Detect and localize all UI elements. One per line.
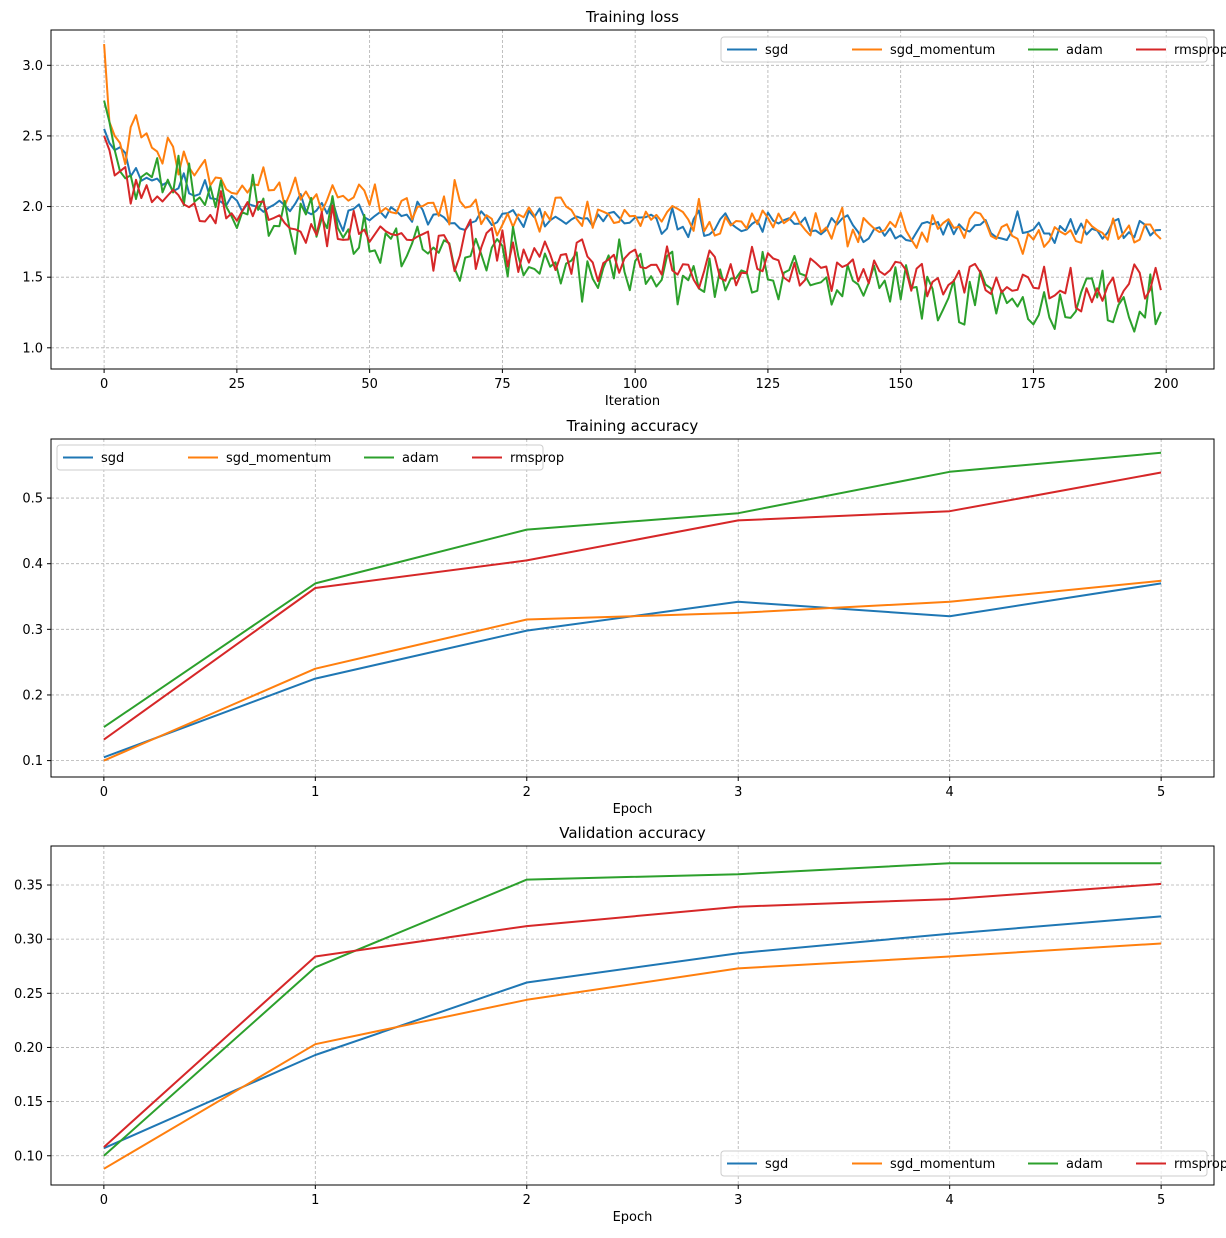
y-tick-label: 2.0 (22, 200, 43, 215)
x-tick-label: 0 (100, 377, 108, 392)
legend-label-sgd_momentum: sgd_momentum (890, 43, 995, 58)
x-tick-label: 50 (361, 377, 378, 392)
y-tick-label: 0.15 (14, 1095, 43, 1110)
x-tick-label: 100 (623, 377, 648, 392)
legend-box (720, 36, 1208, 63)
legend-label-sgd_momentum: sgd_momentum (890, 1157, 995, 1172)
series-group (103, 451, 1162, 762)
x-tick-label: 1 (311, 785, 319, 800)
axes-frame (50, 29, 1215, 370)
y-tick-label: 1.5 (22, 271, 43, 286)
legend-label-rmsprop: rmsprop (1174, 1157, 1226, 1172)
y-tick-label: 0.1 (22, 754, 43, 769)
series-line-adam (103, 451, 1162, 728)
y-tick-label: 0.3 (22, 623, 43, 638)
y-tick-label: 0.30 (14, 933, 43, 948)
y-tick-label: 0.10 (14, 1149, 43, 1164)
validation-accuracy-panel: Validation accuracy 0 1 2 3 4 5 0.10 0.15 0.20 0.2… (14, 824, 1226, 1225)
chart-title: Validation accuracy (559, 824, 706, 842)
series-line-adam (103, 862, 1162, 1157)
series-group (103, 862, 1162, 1170)
y-tick-label: 0.25 (14, 987, 43, 1002)
legend-label-sgd: sgd (101, 451, 124, 466)
legend-label-adam: adam (1066, 43, 1103, 58)
legend-label-sgd: sgd (765, 1157, 788, 1172)
chart-title: Training accuracy (566, 417, 699, 435)
legend: sgd sgd_momentum adam rmsprop (56, 444, 564, 471)
x-axis-label: Epoch (613, 1210, 653, 1225)
y-tick-label: 3.0 (22, 59, 43, 74)
legend-label-adam: adam (1066, 1157, 1103, 1172)
legend-label-sgd: sgd (765, 43, 788, 58)
x-tick-label: 4 (946, 1193, 954, 1208)
series-line-sgd (103, 915, 1162, 1150)
x-tick-label: 200 (1154, 377, 1179, 392)
chart-title: Training loss (585, 8, 679, 26)
legend-box (56, 444, 544, 471)
axes-frame (50, 438, 1215, 778)
y-tick-label: 2.5 (22, 129, 43, 144)
x-axis-label: Epoch (613, 802, 653, 817)
legend-label-rmsprop: rmsprop (510, 451, 564, 466)
x-tick-label: 150 (888, 377, 913, 392)
x-tick-label: 1 (311, 1193, 319, 1208)
x-tick-label: 125 (756, 377, 781, 392)
x-axis-label: Iteration (605, 394, 660, 409)
legend-label-adam: adam (402, 451, 439, 466)
x-tick-label: 0 (100, 1193, 108, 1208)
series-line-rmsprop (103, 471, 1162, 741)
series-line-sgd (103, 582, 1162, 759)
x-tick-label: 0 (100, 785, 108, 800)
series-line-adam (103, 100, 1162, 333)
legend: sgd sgd_momentum adam rmsprop (720, 36, 1226, 63)
training-accuracy-panel: Training accuracy 0 1 2 3 4 5 0.1 0.2 0.3 0.4 0.5 Ep… (22, 417, 1215, 817)
series-line-rmsprop (103, 135, 1162, 313)
x-tick-label: 5 (1157, 785, 1165, 800)
series-line-sgd_momentum (103, 44, 1162, 255)
axes-frame (50, 845, 1215, 1186)
legend: sgd sgd_momentum adam rmsprop (720, 1150, 1226, 1177)
y-tick-label: 0.35 (14, 878, 43, 893)
x-tick-label: 175 (1021, 377, 1046, 392)
x-tick-label: 5 (1157, 1193, 1165, 1208)
x-tick-label: 75 (494, 377, 511, 392)
x-tick-label: 3 (734, 785, 742, 800)
series-line-rmsprop (103, 882, 1162, 1148)
series-line-sgd_momentum (103, 579, 1162, 762)
legend-label-sgd_momentum: sgd_momentum (226, 451, 331, 466)
x-tick-label: 4 (946, 785, 954, 800)
y-tick-label: 0.2 (22, 688, 43, 703)
x-tick-label: 2 (523, 785, 531, 800)
training-loss-panel: Training loss 0 25 50 75 100 125 150 175 200 1.0 1.… (22, 8, 1226, 409)
x-tick-label: 2 (523, 1193, 531, 1208)
y-tick-label: 1.0 (22, 341, 43, 356)
legend-box (720, 1150, 1208, 1177)
y-tick-label: 0.20 (14, 1041, 43, 1056)
y-tick-label: 0.5 (22, 492, 43, 507)
x-tick-label: 3 (734, 1193, 742, 1208)
x-tick-label: 25 (229, 377, 246, 392)
series-group (103, 44, 1162, 333)
legend-label-rmsprop: rmsprop (1174, 43, 1226, 58)
series-line-sgd_momentum (103, 942, 1162, 1170)
y-tick-label: 0.4 (22, 557, 43, 572)
